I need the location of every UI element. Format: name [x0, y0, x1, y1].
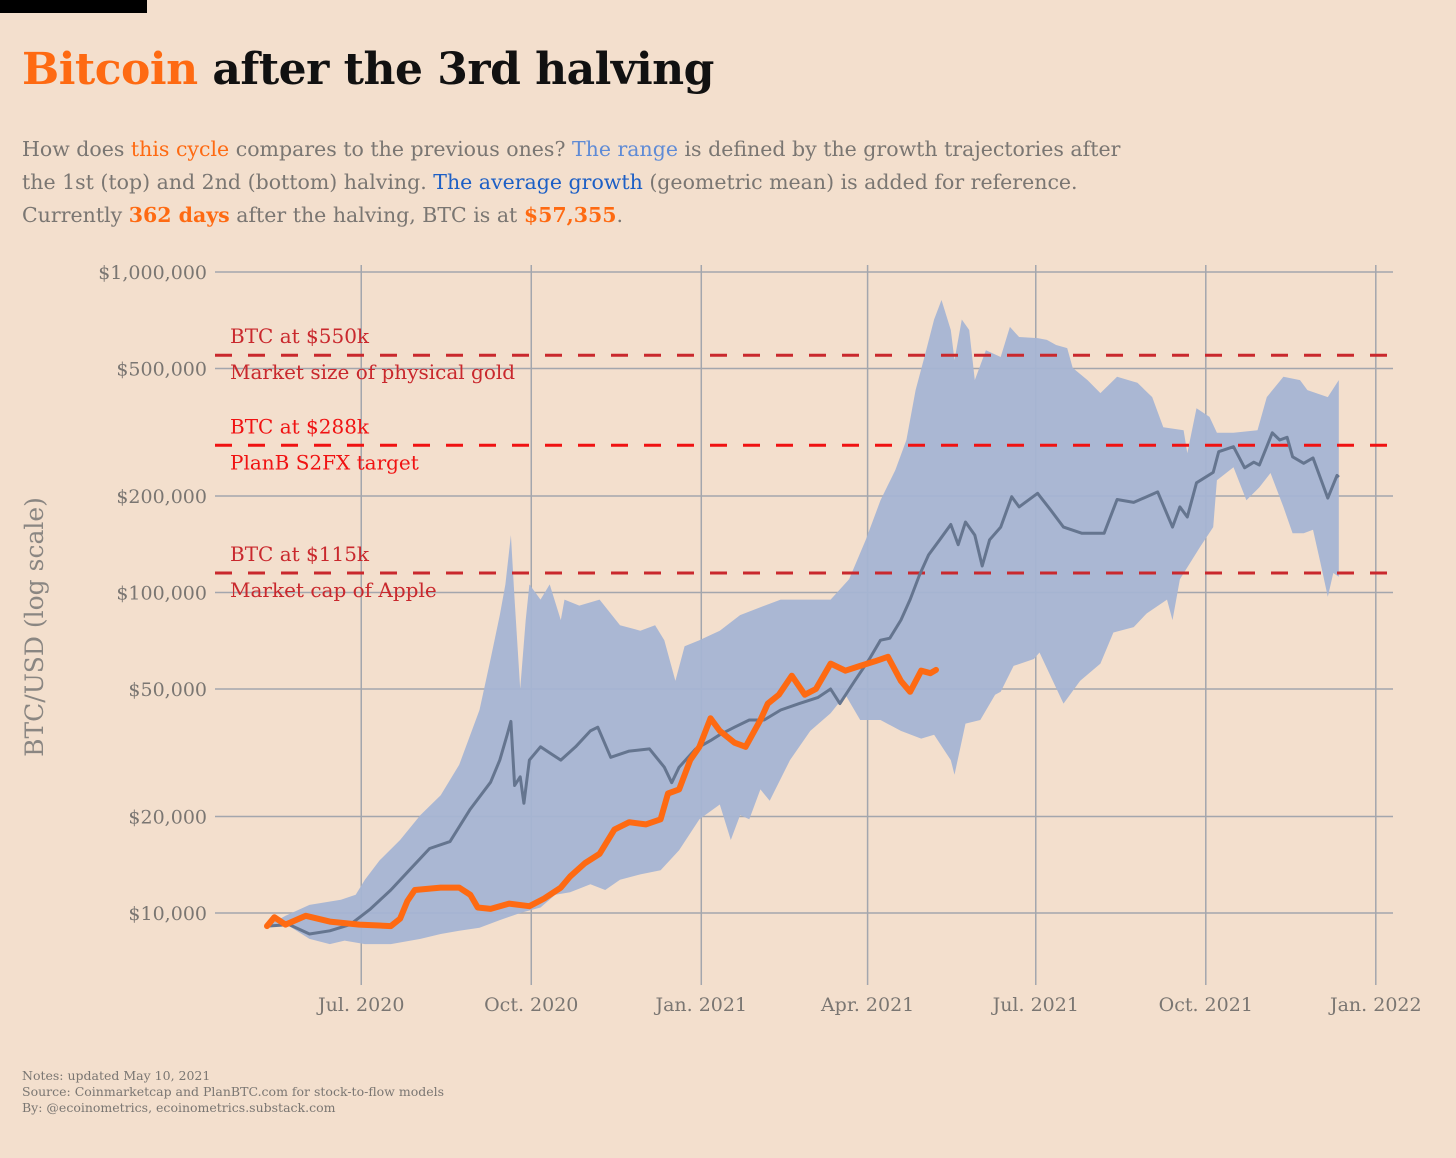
range-band	[267, 300, 1339, 945]
chart-title: Bitcoin after the 3rd halving	[22, 44, 714, 95]
y-tick-label: $20,000	[128, 807, 207, 829]
subtitle-text: How does	[22, 137, 131, 161]
x-tick-label: Oct. 2020	[484, 994, 578, 1016]
notes-updated: Notes: updated May 10, 2021	[22, 1068, 211, 1083]
notes-by: By: @ecoinometrics, ecoinometrics.substa…	[22, 1100, 336, 1115]
average-growth-line	[266, 431, 1340, 936]
subtitle-text: (geometric mean) is added for reference.…	[22, 170, 1078, 227]
x-tick-label: Oct. 2021	[1159, 994, 1253, 1016]
subtitle-range: The range	[571, 137, 678, 161]
x-tick-label: Jan. 2021	[653, 994, 747, 1016]
subtitle-text: .	[616, 203, 624, 227]
subtitle-this-cycle: this cycle	[130, 137, 230, 161]
x-tick-label: Apr. 2021	[820, 994, 914, 1016]
title-accent: Bitcoin	[22, 44, 198, 95]
subtitle-average-growth: The average growth	[433, 170, 643, 194]
y-tick-label: $50,000	[128, 679, 207, 701]
x-tick-label: Jul. 2020	[316, 994, 404, 1016]
this-cycle-line	[264, 653, 939, 930]
reference-label-top: BTC at $288k	[230, 414, 370, 438]
title-rest: after the 3rd halving	[197, 44, 714, 95]
reference-label-top: BTC at $115k	[230, 542, 370, 566]
x-tick-label: Jul. 2021	[991, 994, 1079, 1016]
subtitle-price: $57,355	[523, 203, 617, 227]
subtitle-text: after the halving, BTC is at	[229, 203, 524, 227]
y-tick-label: $100,000	[116, 583, 207, 605]
top-accent-bar	[0, 0, 147, 13]
notes-source: Source: Coinmarketcap and PlanBTC.com fo…	[22, 1084, 445, 1099]
subtitle-days: 362 days	[128, 203, 230, 227]
axis-labels: $1,000,000 $500,000 $200,000 $100,000 $50,00…	[98, 262, 1421, 1016]
subtitle-text: is defined by the growth trajectories af…	[22, 137, 1121, 194]
notes: Notes: updated May 10, 2021 Source: Coin…	[22, 1068, 444, 1116]
y-tick-label: $500,000	[116, 358, 207, 380]
y-tick-label: $200,000	[116, 486, 207, 508]
subtitle-text: compares to the previous ones?	[229, 137, 572, 161]
reference-label-bottom: PlanB S2FX target	[230, 450, 419, 474]
reference-label-bottom: Market size of physical gold	[230, 360, 515, 384]
y-axis-title: BTC/USD (log scale)	[20, 497, 49, 757]
series-lines	[264, 431, 1340, 936]
reference-lines: BTC at $550k Market size of physical gold…	[215, 324, 1393, 602]
y-tick-label: $10,000	[128, 903, 207, 925]
y-tick-label: $1,000,000	[98, 262, 207, 284]
chart-subtitle: How does this cycle compares to the prev…	[22, 133, 1142, 232]
reference-label-top: BTC at $550k	[230, 324, 370, 348]
x-tick-label: Jan. 2022	[1328, 994, 1422, 1016]
reference-label-bottom: Market cap of Apple	[230, 578, 437, 602]
range-band-area	[267, 300, 1339, 945]
